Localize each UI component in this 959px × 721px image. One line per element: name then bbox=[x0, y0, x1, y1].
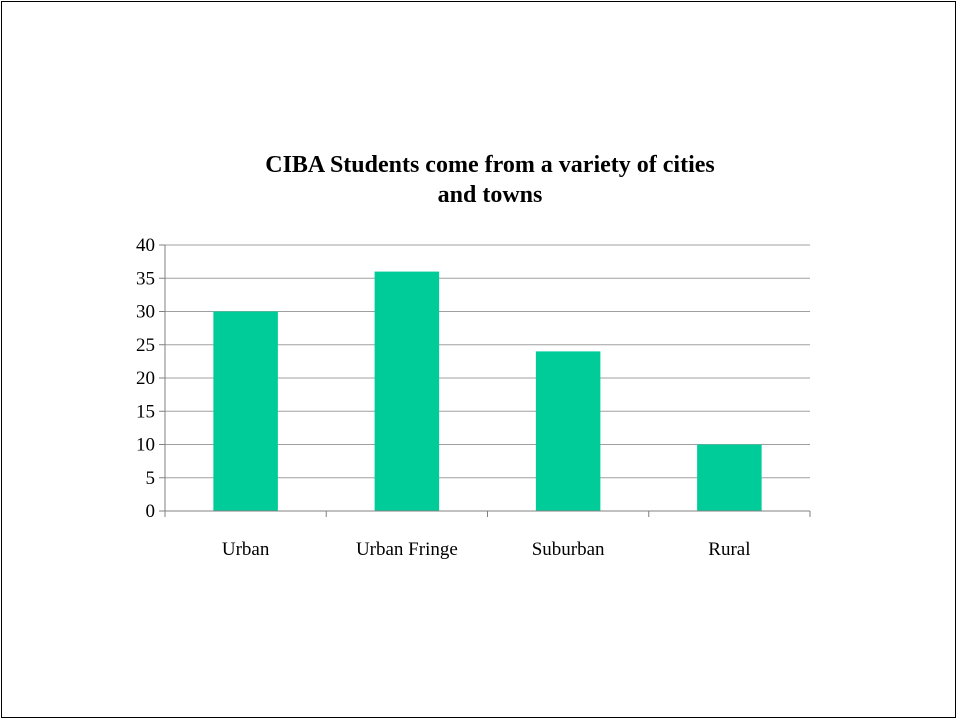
y-tick-label: 40 bbox=[136, 235, 155, 256]
y-tick-label: 35 bbox=[136, 268, 155, 289]
x-category-label: Urban Fringe bbox=[356, 539, 458, 560]
y-tick-label: 15 bbox=[136, 401, 155, 422]
y-tick-label: 25 bbox=[136, 335, 155, 356]
x-category-label: Urban bbox=[222, 539, 270, 560]
y-tick-label: 0 bbox=[146, 501, 156, 522]
chart-title-line-2: and towns bbox=[437, 182, 543, 208]
x-category-label: Rural bbox=[708, 539, 750, 560]
bar-urban-fringe bbox=[374, 271, 440, 511]
y-tick-label: 5 bbox=[146, 468, 156, 489]
bars bbox=[213, 271, 762, 511]
chart-title: CIBA Students come from a variety of cit… bbox=[180, 150, 800, 210]
bar-suburban bbox=[535, 351, 601, 511]
bar-urban bbox=[213, 311, 278, 511]
y-tick-label: 20 bbox=[136, 368, 155, 389]
x-category-label: Suburban bbox=[532, 539, 605, 560]
axes bbox=[159, 244, 811, 517]
y-tick-label: 30 bbox=[136, 302, 155, 323]
chart-title-line-1: CIBA Students come from a variety of cit… bbox=[265, 152, 715, 178]
bar-rural bbox=[697, 444, 762, 511]
axis-labels: 0 5 10 15 20 25 30 35 40 Urban Urban Fringe Suburba… bbox=[136, 235, 750, 560]
y-tick-label: 10 bbox=[136, 435, 155, 456]
